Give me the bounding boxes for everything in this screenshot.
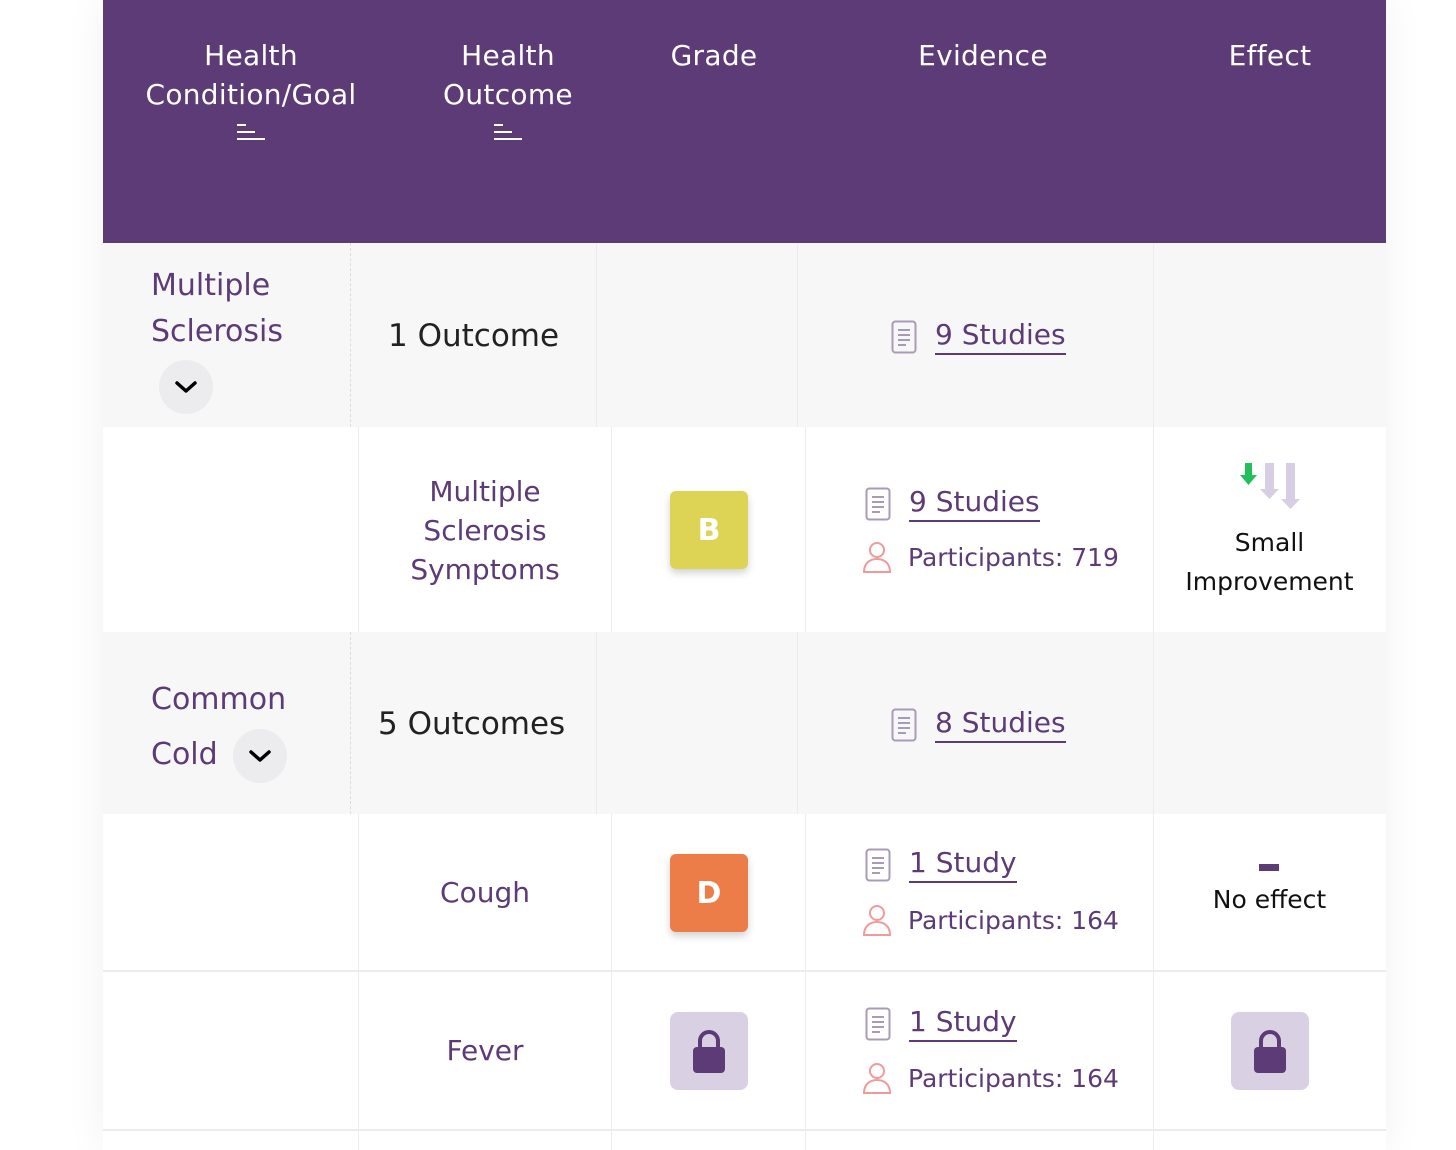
outcomes-table: Health Condition/Goal Health Outcome Gra… <box>103 0 1386 1150</box>
small-improvement-arrows-icon <box>1240 463 1300 509</box>
participants: Participants: 164 <box>862 904 1119 936</box>
outcome-name[interactable]: Fever <box>446 1034 524 1067</box>
grade-badge[interactable]: D <box>670 854 748 932</box>
column-grade: Grade <box>670 39 758 72</box>
studies-link[interactable]: 9 Studies <box>935 318 1066 355</box>
condition-row-common-cold: Common Cold 5 Outcomes 8 Studies <box>103 632 1386 814</box>
outcome-name[interactable]: Cough <box>440 876 530 909</box>
person-icon <box>862 542 892 573</box>
lock-icon <box>693 1030 725 1073</box>
sort-icon[interactable] <box>237 122 265 142</box>
outcome-row-cough: Cough D 1 Study Participants: 164 No eff… <box>103 814 1386 972</box>
person-icon <box>862 1063 892 1094</box>
column-health-condition-label-2: Condition/Goal <box>145 78 357 111</box>
effect-locked[interactable] <box>1231 1012 1309 1090</box>
effect-label-line-1: Small <box>1234 528 1305 557</box>
effect-label: No effect <box>1212 885 1327 914</box>
participants-count: Participants: 164 <box>908 1063 1119 1093</box>
column-health-outcome-label-2: Outcome <box>443 78 573 111</box>
outcome-count: 5 Outcomes <box>378 706 566 742</box>
studies-link-group[interactable]: 1 Study <box>865 1005 1017 1042</box>
studies-link[interactable]: 8 Studies <box>935 706 1066 743</box>
expand-button[interactable] <box>233 728 288 783</box>
outcome-name-line-2: Sclerosis <box>423 514 547 547</box>
column-effect: Effect <box>1228 39 1312 72</box>
condition-row-multiple-sclerosis: Multiple Sclerosis 1 Outcome 9 Studies <box>103 243 1386 427</box>
column-evidence: Evidence <box>918 39 1048 72</box>
document-icon <box>865 1007 891 1040</box>
outcome-row-ms-symptoms: Multiple Sclerosis Symptoms B 9 Studies … <box>103 427 1386 632</box>
studies-link-group[interactable]: 8 Studies <box>891 706 1066 743</box>
grade-locked[interactable] <box>670 1012 748 1090</box>
document-icon <box>865 487 891 520</box>
column-health-outcome-label-1: Health <box>461 39 555 72</box>
person-icon <box>862 905 892 936</box>
outcome-count: 1 Outcome <box>388 318 560 354</box>
sort-icon[interactable] <box>494 122 522 142</box>
document-icon <box>865 848 891 881</box>
column-health-condition[interactable]: Health Condition/Goal <box>143 36 359 142</box>
studies-link-group[interactable]: 1 Study <box>865 846 1017 883</box>
participants-count: Participants: 164 <box>908 905 1119 935</box>
participants: Participants: 164 <box>862 1062 1119 1094</box>
condition-name[interactable]: Common Cold <box>151 672 288 783</box>
condition-name-line-1: Multiple <box>151 268 271 303</box>
column-health-condition-label-1: Health <box>204 39 298 72</box>
condition-name-line-2: Sclerosis <box>151 314 283 349</box>
studies-link-group[interactable]: 9 Studies <box>891 318 1066 355</box>
lock-icon <box>1254 1030 1286 1073</box>
document-icon <box>891 708 917 741</box>
column-health-outcome[interactable]: Health Outcome <box>423 36 593 142</box>
outcome-name-line-3: Symptoms <box>410 553 560 586</box>
studies-link[interactable]: 9 Studies <box>909 485 1040 522</box>
grade-badge[interactable]: B <box>670 491 748 569</box>
condition-name[interactable]: Multiple Sclerosis <box>151 263 283 414</box>
condition-name-line-2: Cold <box>151 737 218 772</box>
outcome-name[interactable]: Multiple Sclerosis Symptoms <box>375 472 595 589</box>
table-row <box>103 1131 1386 1150</box>
expand-button[interactable] <box>159 360 213 414</box>
outcome-row-fever: Fever 1 Study Participants: 164 <box>103 972 1386 1131</box>
table-header: Health Condition/Goal Health Outcome Gra… <box>103 0 1386 243</box>
studies-link[interactable]: 1 Study <box>909 1005 1017 1042</box>
studies-link-group[interactable]: 9 Studies <box>865 485 1040 522</box>
chevron-down-icon <box>249 749 271 762</box>
no-effect-dash-icon <box>1259 864 1279 871</box>
effect-label-line-2: Improvement <box>1185 567 1354 596</box>
participants-count: Participants: 719 <box>908 542 1119 572</box>
document-icon <box>891 320 917 353</box>
participants: Participants: 719 <box>862 541 1119 573</box>
effect-icon <box>1239 463 1301 515</box>
chevron-down-icon <box>175 381 197 393</box>
effect-label: Small Improvement <box>1168 523 1371 601</box>
outcome-name-line-1: Multiple <box>429 475 541 508</box>
condition-name-line-1: Common <box>151 682 287 717</box>
studies-link[interactable]: 1 Study <box>909 846 1017 883</box>
